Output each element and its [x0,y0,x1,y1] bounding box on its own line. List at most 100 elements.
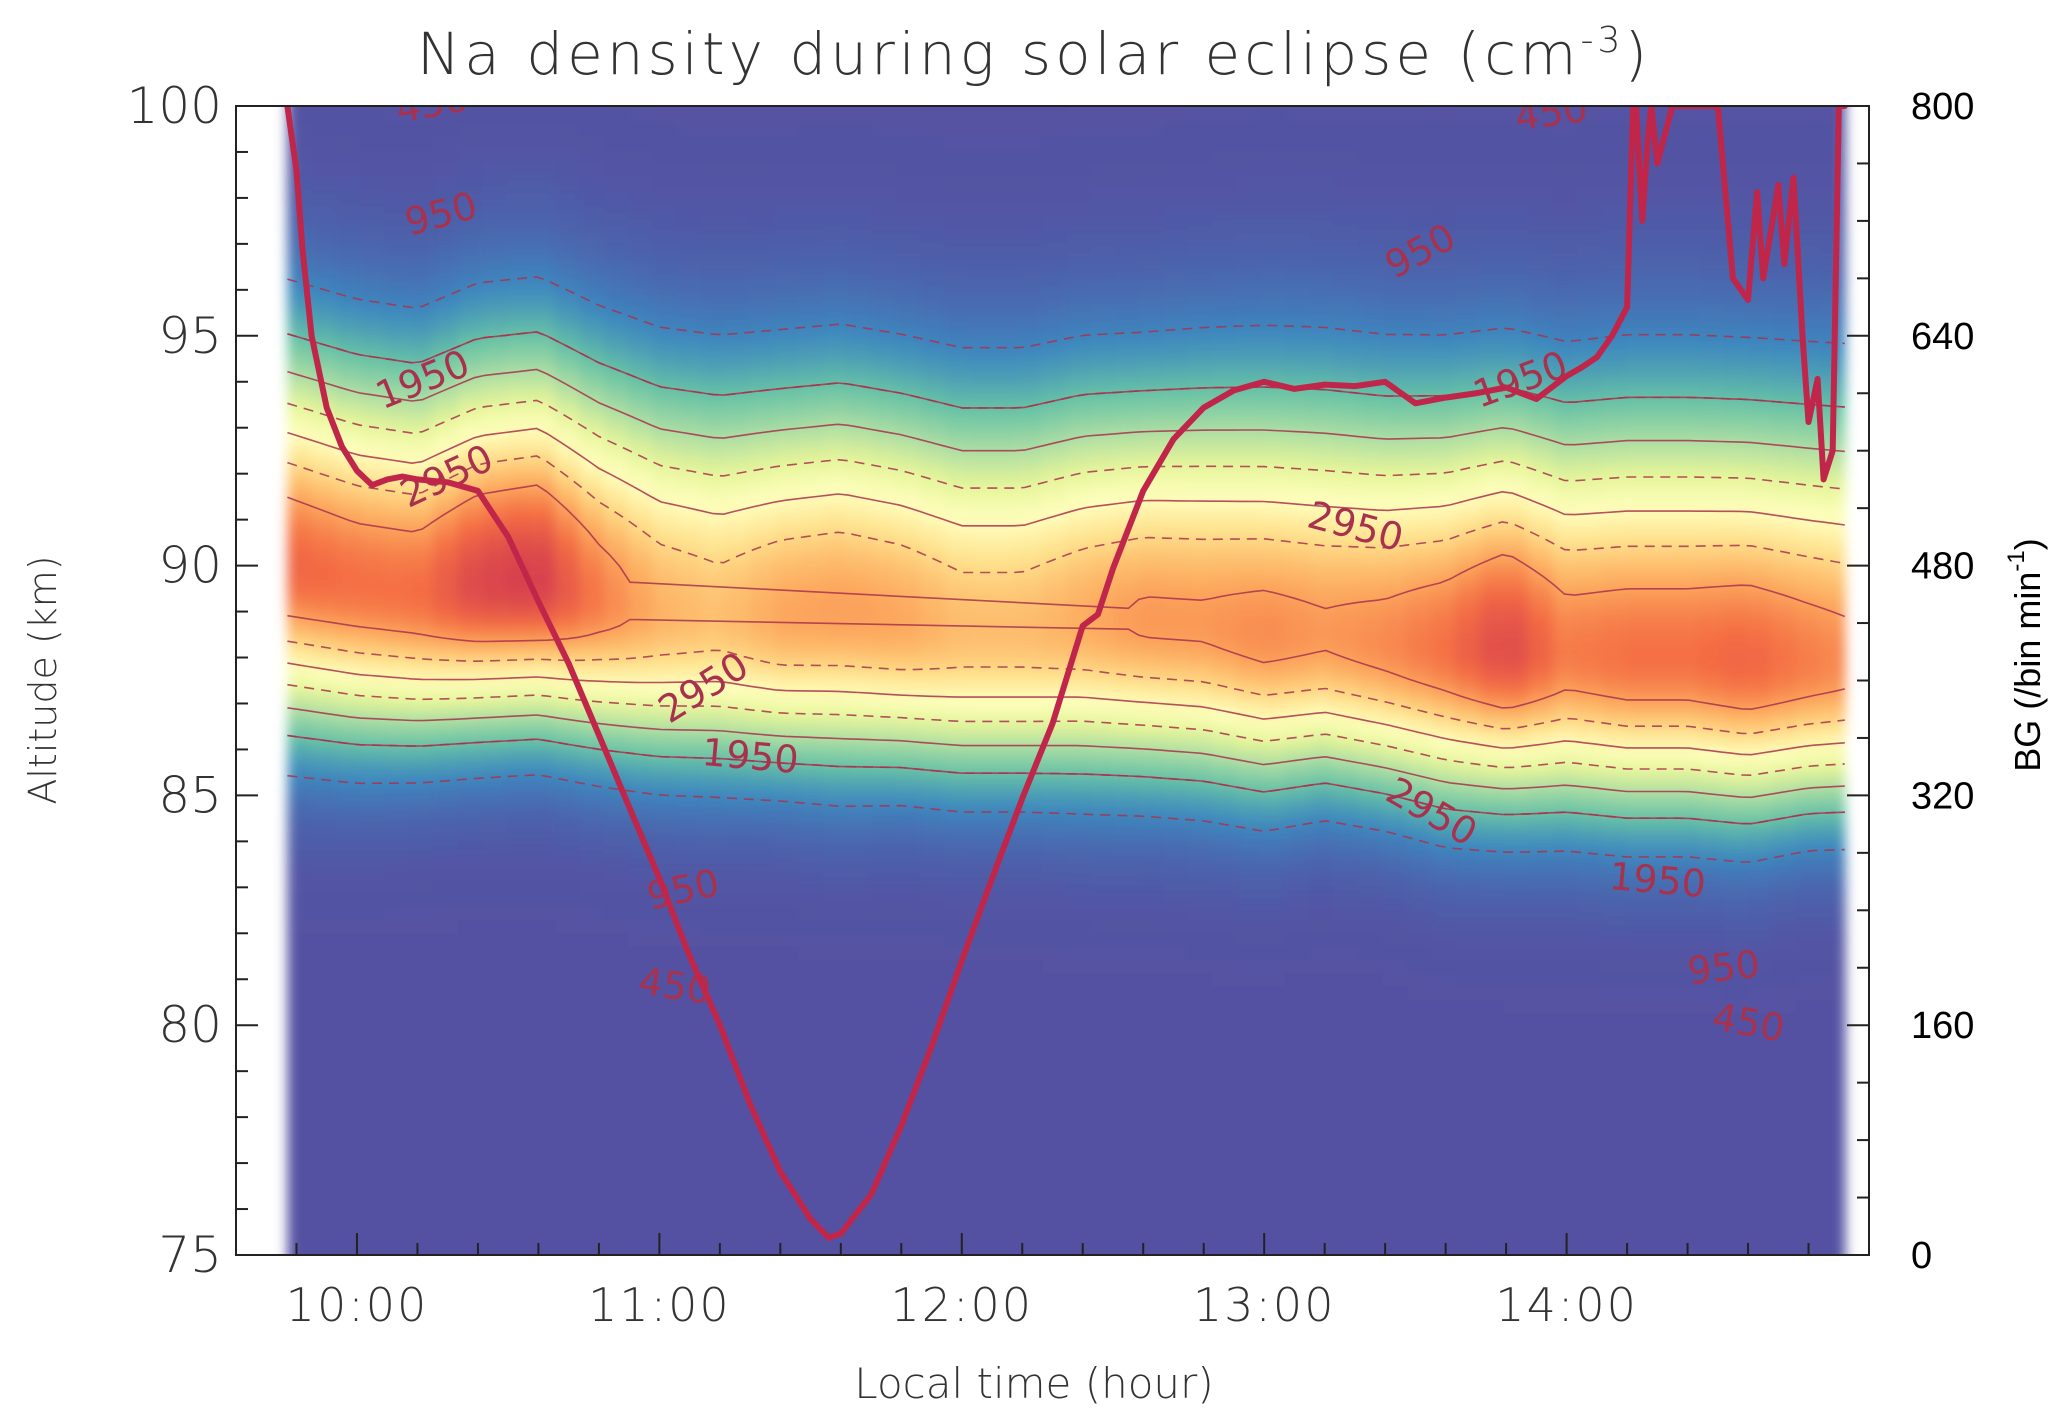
heatmap-cell [1431,361,1457,376]
heatmap-cell [1017,415,1043,430]
heatmap-cell [895,653,921,668]
heatmap-cell [652,667,678,682]
heatmap-cell [1431,1052,1457,1067]
heatmap-cell [1479,1105,1505,1120]
heatmap-cell [652,454,678,469]
heatmap-cell [701,1251,727,1255]
heatmap-cell [530,720,556,735]
heatmap-cell [1066,813,1092,828]
heatmap-cell [1163,879,1189,894]
heatmap-cell [1577,959,1603,974]
heatmap-cell [1260,826,1286,841]
heatmap-cell [336,906,362,921]
heatmap-cell [1528,1171,1554,1186]
heatmap-cell [1066,919,1092,934]
heatmap-cell [579,946,605,961]
heatmap-cell [1139,1171,1165,1186]
heatmap-cell [920,1185,946,1200]
heatmap-cell [1114,189,1140,204]
heatmap-cell [482,468,508,483]
heatmap-cell [1601,1092,1627,1107]
heatmap-cell [676,760,702,775]
heatmap-cell [1577,122,1603,137]
heatmap-cell [1236,534,1262,549]
heatmap-cell [1382,919,1408,934]
heatmap-cell [409,587,435,602]
heatmap-cell [725,839,751,854]
heatmap-cell [993,773,1019,788]
heatmap-cell [603,109,629,124]
heatmap-cell [1333,561,1359,576]
heatmap-cell [822,215,848,230]
heatmap-cell [701,919,727,934]
heatmap-cell [287,1251,313,1255]
heatmap-cell [1090,1145,1116,1160]
heatmap-cell [1187,932,1213,947]
heatmap-cell [1041,919,1067,934]
heatmap-cell [579,1118,605,1133]
heatmap-cell [579,919,605,934]
heatmap-cell [1479,813,1505,828]
heatmap-cell [1333,826,1359,841]
heatmap-cell [676,268,702,283]
heatmap-cell [1504,760,1530,775]
heatmap-cell [1455,959,1481,974]
heatmap-cell [1285,242,1311,257]
heatmap-cell [1577,1251,1603,1255]
heatmap-cell [944,202,970,217]
heatmap-cell [555,587,581,602]
heatmap-cell [579,1185,605,1200]
heatmap-cell [1163,1012,1189,1027]
heatmap-cell [725,1265,750,1279]
heatmap-cell [1601,189,1627,204]
heatmap-cell [847,361,873,376]
heatmap-cell [920,839,946,854]
heatmap-cell [603,441,629,456]
heatmap-cell [1431,1171,1457,1186]
heatmap-cell [1066,1238,1092,1253]
heatmap-cell [530,1158,556,1173]
heatmap-cell [1382,1039,1408,1054]
heatmap-cell [1601,999,1627,1014]
heatmap-cell [847,521,873,536]
heatmap-cell [482,693,508,708]
heatmap-cell [530,653,556,668]
heatmap-cell [993,454,1019,469]
heatmap-cell [1187,959,1213,974]
heatmap-cell [1285,308,1311,323]
heatmap-cell [1236,800,1262,815]
heatmap-cell [847,202,873,217]
heatmap-cell [725,176,751,191]
heatmap-cell [1382,693,1408,708]
heatmap-cell [749,454,775,469]
heatmap-cell [847,800,873,815]
heatmap-cell [1163,255,1189,270]
heatmap-cell [1236,1052,1262,1067]
heatmap-cell [384,295,410,310]
heatmap-cell [1163,707,1189,722]
heatmap-cell [433,149,459,164]
heatmap-cell [701,149,727,164]
heatmap-cell [506,162,532,177]
heatmap-cell [652,640,678,655]
heatmap-cell [920,972,946,987]
heatmap-cell [1358,985,1384,1000]
heatmap-cell [1114,335,1140,350]
heatmap-cell [1090,906,1116,921]
heatmap-cell [287,322,313,337]
heatmap-cell [433,693,459,708]
heatmap-cell [676,189,702,204]
heatmap-cell [433,229,459,244]
heatmap-cell [1114,255,1140,270]
heatmap-cell [749,919,775,934]
heatmap-cell [482,932,508,947]
heatmap-cell [1212,866,1238,881]
heatmap-cell [384,574,410,589]
heatmap-cell [1066,892,1092,907]
heatmap-cell [1114,136,1140,151]
heatmap-cell [920,1198,946,1213]
heatmap-cell [1333,441,1359,456]
heatmap-cell [628,335,654,350]
heatmap-cell [1382,521,1408,536]
heatmap-cell [749,521,775,536]
